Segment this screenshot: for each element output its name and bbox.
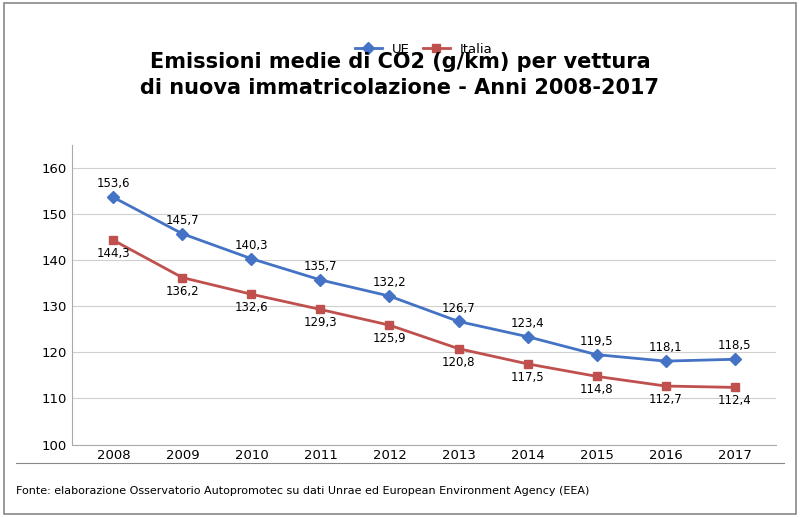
Text: 120,8: 120,8 [442, 356, 475, 369]
Text: 153,6: 153,6 [97, 177, 130, 190]
Text: 126,7: 126,7 [442, 301, 475, 314]
Text: 144,3: 144,3 [97, 247, 130, 260]
Text: 114,8: 114,8 [580, 383, 614, 397]
Text: 145,7: 145,7 [166, 214, 199, 227]
Text: 136,2: 136,2 [166, 284, 199, 298]
Text: Fonte: elaborazione Osservatorio Autopromotec su dati Unrae ed European Environm: Fonte: elaborazione Osservatorio Autopro… [16, 486, 590, 496]
Text: 117,5: 117,5 [510, 371, 544, 384]
Legend: UE, Italia: UE, Italia [350, 37, 498, 61]
Text: 132,2: 132,2 [373, 276, 406, 289]
Text: 135,7: 135,7 [304, 260, 338, 273]
Text: 119,5: 119,5 [580, 334, 614, 348]
Text: Emissioni medie di CO2 (g/km) per vettura
di nuova immatricolazione - Anni 2008-: Emissioni medie di CO2 (g/km) per vettur… [141, 52, 659, 98]
Text: 140,3: 140,3 [234, 239, 268, 252]
Text: 129,3: 129,3 [304, 316, 338, 329]
Text: 132,6: 132,6 [234, 301, 268, 314]
Text: 112,7: 112,7 [649, 393, 682, 406]
Text: 118,5: 118,5 [718, 339, 751, 352]
Text: 123,4: 123,4 [510, 317, 544, 330]
Text: 118,1: 118,1 [649, 341, 682, 354]
Text: 125,9: 125,9 [373, 332, 406, 345]
Text: 112,4: 112,4 [718, 394, 751, 407]
